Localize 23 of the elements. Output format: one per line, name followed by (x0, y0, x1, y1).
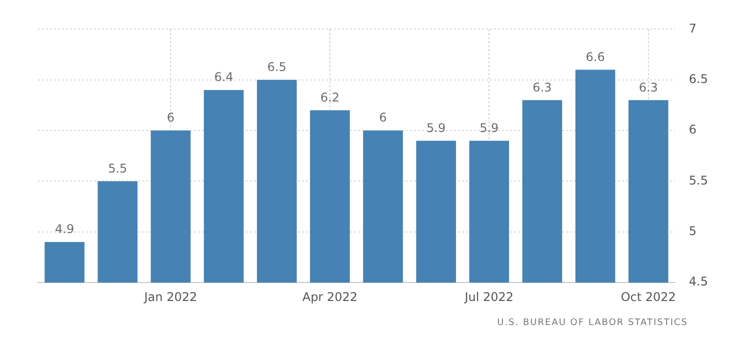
data-label: 6 (379, 110, 387, 125)
y-tick-label: 7 (688, 21, 697, 36)
data-label: 6.5 (267, 60, 286, 74)
data-label: 5.9 (426, 120, 446, 135)
x-tick-label: Oct 2022 (620, 290, 676, 304)
data-label: 6.4 (214, 70, 234, 84)
data-label: 6.2 (320, 90, 340, 104)
y-tick-label: 6.5 (688, 72, 708, 86)
data-label: 5.9 (480, 120, 499, 135)
x-tick-label: Jul 2022 (464, 290, 514, 304)
y-tick-label: 5 (688, 224, 697, 238)
x-tick-label: Apr 2022 (302, 290, 358, 304)
y-tick-label: 6 (688, 122, 697, 137)
x-tick-label: Jan 2022 (143, 290, 198, 304)
data-label: 6.3 (638, 80, 658, 94)
data-label: 4.9 (54, 222, 74, 236)
y-tick-label: 5.5 (688, 173, 708, 188)
data-label: 6.6 (586, 50, 605, 64)
text: U.S. BUREAU OF LABOR STATISTICS (497, 318, 688, 328)
data-label: 5.5 (108, 161, 128, 176)
data-label: 6.3 (532, 80, 552, 94)
y-tick-label: 4.5 (688, 274, 708, 289)
data-label: 6 (166, 110, 175, 125)
